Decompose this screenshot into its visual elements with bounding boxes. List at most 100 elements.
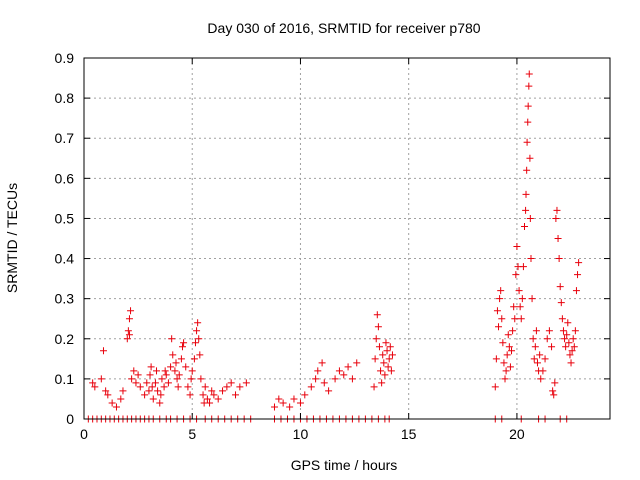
data-point-marker xyxy=(167,363,175,371)
data-point-marker xyxy=(146,371,154,379)
x-tick-label: 20 xyxy=(509,426,525,442)
data-point-marker xyxy=(112,403,120,411)
data-point-marker xyxy=(380,359,388,367)
data-point-marker xyxy=(525,82,533,90)
data-point-marker xyxy=(156,399,164,407)
data-point-marker xyxy=(89,379,97,387)
data-point-marker xyxy=(522,206,530,214)
data-point-marker xyxy=(203,395,211,403)
data-point-marker xyxy=(160,383,168,391)
y-tick-label: 0.7 xyxy=(55,130,75,146)
y-tick-label: 0 xyxy=(66,411,74,427)
data-point-marker xyxy=(569,335,577,343)
data-point-marker xyxy=(296,399,304,407)
data-point-marker xyxy=(510,303,518,311)
y-tick-label: 0.3 xyxy=(55,291,75,307)
x-tick-labels: 0 5 10 15 20 xyxy=(80,426,525,442)
data-point-marker xyxy=(572,287,580,295)
y-tick-label: 0.9 xyxy=(55,50,75,66)
data-point-marker xyxy=(553,206,561,214)
data-point-marker xyxy=(340,371,348,379)
data-point-marker xyxy=(286,403,294,411)
data-point-marker xyxy=(568,347,576,355)
chart-title: Day 030 of 2016, SRMTID for receiver p78… xyxy=(207,20,480,36)
y-tick-label: 0.1 xyxy=(55,371,75,387)
data-point-marker xyxy=(539,367,547,375)
data-point-marker xyxy=(353,359,361,367)
x-axis-label: GPS time / hours xyxy=(291,457,398,473)
data-point-marker xyxy=(543,335,551,343)
data-point-marker xyxy=(147,363,155,371)
data-point-marker xyxy=(178,343,186,351)
data-point-marker xyxy=(136,383,144,391)
data-point-marker xyxy=(104,391,112,399)
data-point-marker xyxy=(502,367,510,375)
data-point-marker xyxy=(567,359,575,367)
data-point-marker xyxy=(537,375,545,383)
data-point-marker xyxy=(232,391,240,399)
data-point-marker xyxy=(518,295,526,303)
data-point-marker xyxy=(556,283,564,291)
data-point-marker xyxy=(132,379,140,387)
data-point-marker xyxy=(108,399,116,407)
data-point-marker xyxy=(526,214,534,222)
tick-marks xyxy=(83,57,610,420)
data-point-marker xyxy=(515,287,523,295)
data-point-marker xyxy=(550,391,558,399)
data-point-marker xyxy=(102,387,110,395)
data-point-marker xyxy=(186,391,194,399)
data-point-marker xyxy=(548,343,556,351)
data-point-marker xyxy=(172,359,180,367)
data-point-marker xyxy=(307,383,315,391)
data-point-marker xyxy=(524,118,532,126)
data-point-marker xyxy=(558,315,566,323)
data-point-marker xyxy=(504,331,512,339)
data-point-marker xyxy=(528,295,536,303)
data-point-marker xyxy=(125,331,133,339)
data-point-marker xyxy=(153,367,161,375)
data-point-marker xyxy=(97,375,105,383)
data-point-marker xyxy=(275,395,283,403)
data-point-marker xyxy=(387,367,395,375)
data-point-marker xyxy=(206,399,214,407)
data-point-marker xyxy=(157,391,165,399)
data-point-marker xyxy=(119,387,127,395)
data-point-marker xyxy=(555,255,563,263)
data-point-marker xyxy=(386,343,394,351)
data-point-marker xyxy=(223,383,231,391)
data-point-marker xyxy=(374,323,382,331)
data-point-marker xyxy=(533,359,541,367)
data-point-marker xyxy=(511,315,519,323)
data-point-marker xyxy=(208,387,216,395)
data-point-marker xyxy=(169,351,177,359)
y-tick-label: 0.8 xyxy=(55,90,75,106)
data-point-marker xyxy=(145,387,153,395)
data-point-marker xyxy=(279,399,287,407)
data-point-marker xyxy=(570,343,578,351)
data-point-marker xyxy=(563,331,571,339)
data-point-marker xyxy=(527,255,535,263)
data-point-marker xyxy=(164,379,172,387)
data-point-marker xyxy=(574,271,582,279)
data-point-marker xyxy=(551,379,559,387)
data-point-marker xyxy=(496,295,504,303)
data-point-marker xyxy=(492,355,500,363)
data-point-marker xyxy=(565,339,573,347)
data-point-marker xyxy=(575,259,583,267)
data-point-marker xyxy=(158,375,166,383)
data-point-marker xyxy=(184,383,192,391)
data-point-marker xyxy=(190,355,198,363)
data-point-marker xyxy=(388,351,396,359)
y-tick-label: 0.2 xyxy=(55,331,75,347)
plot-frame xyxy=(83,57,611,420)
data-point-marker xyxy=(383,347,391,355)
data-point-marker xyxy=(174,383,182,391)
data-point-marker xyxy=(519,263,527,271)
data-point-marker xyxy=(177,355,185,363)
data-point-marker xyxy=(123,335,131,343)
data-point-marker xyxy=(194,319,202,327)
data-point-marker xyxy=(214,395,222,403)
data-point-marker xyxy=(495,323,503,331)
data-point-marker xyxy=(162,371,170,379)
